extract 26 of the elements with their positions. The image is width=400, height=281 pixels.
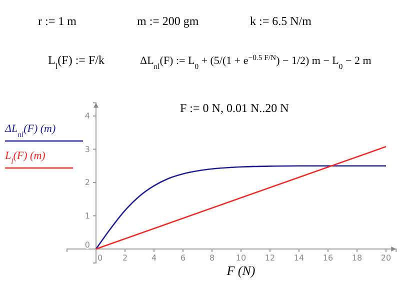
text: k := 6.5 N/m bbox=[250, 14, 312, 28]
text: L$_{l}$(F) := F/k bbox=[48, 53, 104, 70]
x-tick-label: 20 bbox=[380, 254, 392, 263]
x-tick-label: 12 bbox=[264, 254, 276, 263]
x-tick-label: 0 bbox=[97, 254, 103, 263]
y-tick-label: 1 bbox=[84, 211, 90, 220]
line-series bbox=[95, 165, 387, 250]
text: L$_{l}$(F) (m) bbox=[4, 150, 46, 166]
text: ΔL$_{nl}$(F) := L$_{0}$ + (5/(1 + e$^{−0.5 F/N}$) − 1/2) m − L$_{0}$ − 2 m bbox=[140, 52, 372, 70]
y-tick-label: 2 bbox=[84, 178, 90, 188]
x-tick-label: 18 bbox=[352, 254, 362, 263]
x-tick-label: 16 bbox=[322, 254, 334, 263]
y-tick-label: 0 bbox=[84, 240, 90, 250]
y-tick-label: 4 bbox=[84, 112, 90, 121]
x-tick-label: 4 bbox=[151, 254, 157, 263]
x-tick-label: 14 bbox=[294, 254, 304, 263]
x-tick-label: 6 bbox=[180, 254, 186, 263]
x-tick-label: 10 bbox=[236, 254, 246, 263]
x-axis-title: F (N) bbox=[226, 263, 256, 278]
x-tick-label: 2 bbox=[122, 254, 128, 263]
y-tick-label: 3 bbox=[84, 144, 90, 154]
x-tick-label: 8 bbox=[209, 254, 215, 263]
text: ΔL$_{nl}$(F) (m) bbox=[4, 123, 56, 138]
text: r := 1 m bbox=[38, 14, 78, 28]
text: m := 200 gm bbox=[137, 14, 200, 28]
annotation: F := 0 N, 0.01 N..20 N bbox=[180, 101, 290, 115]
